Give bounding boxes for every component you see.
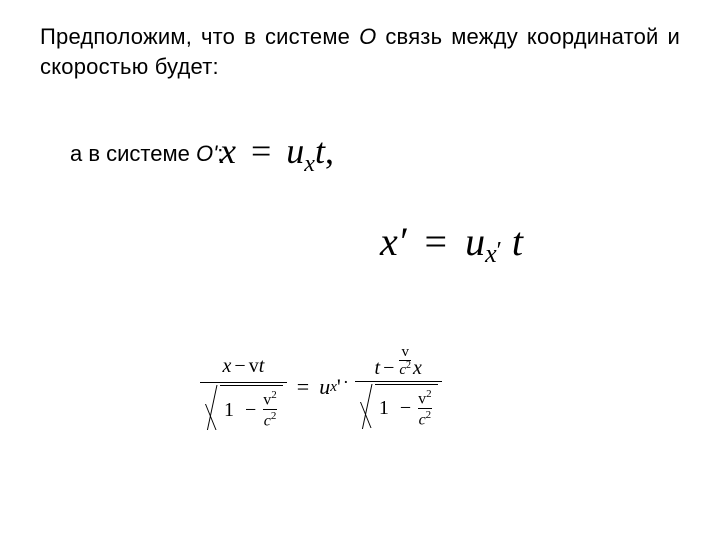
eq1-lhs-x: x	[220, 131, 236, 171]
intro-text-before: Предположим, что в системе	[40, 24, 359, 49]
inner-frac-v2c2-right: v2 c2	[418, 389, 432, 429]
rn-v: v	[401, 344, 409, 360]
num-v: v	[249, 356, 259, 376]
num-x: x	[223, 356, 232, 376]
fraction-bar	[355, 381, 442, 382]
sqrt-left: 1 − v2 c2	[204, 385, 283, 430]
equals-sign: =	[245, 131, 277, 171]
secondary-paragraph: а в системе О':	[70, 141, 680, 167]
num-t: t	[259, 356, 265, 376]
minus: −	[397, 398, 414, 418]
inner-frac-v2c2-left: v2 c2	[263, 390, 277, 430]
eq3-right-denominator: 1 − v2 c2	[355, 384, 442, 433]
system-O-prime: О'	[196, 141, 217, 166]
secondary-before: а в системе	[70, 141, 196, 166]
num-minus: −	[231, 356, 248, 376]
eq2-prime: ′	[497, 238, 502, 264]
rn-minus: −	[380, 358, 397, 378]
mid-dot: ·	[343, 372, 349, 393]
rn-power2: 2	[406, 360, 411, 371]
c: c	[419, 411, 426, 428]
inner-frac-vc2: v c2	[399, 345, 411, 378]
eq3-left-denominator: 1 − v2 c2	[200, 385, 287, 434]
page: Предположим, что в системе О связь между…	[0, 0, 720, 540]
mid-u: u	[319, 374, 330, 400]
eq3-left-numerator: x − vt	[219, 340, 269, 380]
rn-x: x	[413, 358, 422, 378]
eq2-u: u	[465, 219, 485, 264]
equals-sign: =	[293, 374, 313, 400]
eq1-t: t	[315, 131, 325, 171]
sqrt-right: 1 − v2 c2	[359, 384, 438, 429]
v: v	[418, 390, 426, 407]
eq2-sub-x: x	[485, 239, 497, 268]
fraction-bar	[200, 382, 287, 383]
system-O: О	[359, 24, 376, 49]
eq3-right-fraction: t − v c2 x 1 − v2	[355, 342, 442, 433]
eq3-mid-coefficient: ux'·	[319, 374, 349, 400]
eq3-left-fraction: x − vt 1 − v2 c2	[200, 340, 287, 434]
radical-sign	[359, 384, 375, 429]
c: c	[264, 413, 271, 430]
eq1-comma: ,	[325, 131, 334, 171]
mid-sub-x: x	[330, 379, 337, 396]
equation-2: x′ = ux′ t	[380, 218, 523, 271]
eq2-lhs-xprime: x′	[380, 219, 407, 264]
equation-1: x = uxt,	[220, 130, 334, 178]
eq2-t: t	[512, 219, 523, 264]
minus: −	[242, 400, 259, 420]
eq3-right-numerator: t − v c2 x	[371, 342, 426, 379]
eq1-sub-x: x	[304, 151, 315, 177]
eq1-u: u	[286, 131, 304, 171]
intro-paragraph: Предположим, что в системе О связь между…	[40, 22, 680, 81]
power2: 2	[271, 389, 277, 401]
power2: 2	[426, 409, 432, 421]
mid-prime: '	[337, 374, 341, 400]
radical-sign	[204, 385, 220, 430]
equation-3: x − vt 1 − v2 c2	[200, 340, 442, 434]
power2: 2	[271, 410, 277, 422]
equals-sign: =	[417, 219, 456, 264]
radicand-left: 1 − v2 c2	[220, 385, 283, 430]
power2: 2	[426, 388, 432, 400]
radicand-right: 1 − v2 c2	[375, 384, 438, 429]
